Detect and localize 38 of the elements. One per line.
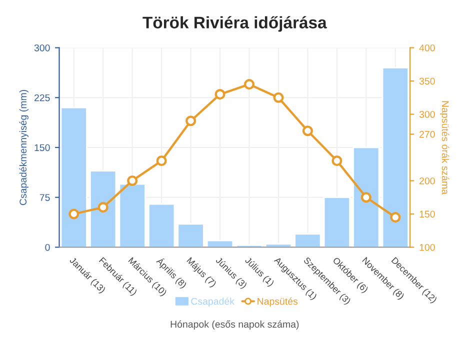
legend-label: Napsütés [258, 298, 298, 307]
y-tick-label: 75 [40, 194, 50, 201]
bar [60, 106, 88, 248]
point [332, 156, 342, 166]
chart-title: Török Riviéra időjárása [142, 16, 327, 32]
point [244, 79, 255, 90]
point [186, 116, 196, 126]
point [98, 202, 108, 213]
bar [90, 170, 117, 248]
point [127, 175, 138, 186]
bar [148, 203, 176, 248]
y-axis-title: Csapadékmennyiség (mm) [19, 90, 28, 206]
point [302, 126, 313, 136]
bar [352, 146, 380, 248]
bar [323, 196, 350, 248]
point [273, 92, 284, 103]
y2-tick-label: 270 [420, 130, 435, 138]
y2-axis-title: Napsütés órák száma [440, 101, 450, 194]
y-tick-label: 300 [34, 44, 50, 52]
point [390, 212, 401, 223]
bar [294, 233, 322, 248]
y2-tick-label: 300 [419, 110, 435, 118]
y2-tick-label: 350 [419, 78, 435, 85]
point [156, 156, 167, 166]
point [360, 192, 372, 203]
x-axis-title: Hónapok (esős napok száma) [170, 320, 299, 330]
y2-tick-label: 100 [420, 244, 435, 251]
y2-tick-label: 200 [420, 177, 435, 184]
y-tick-label: 225 [34, 94, 50, 102]
y-tick-label: 0 [45, 244, 50, 251]
y-tick-label: 150 [34, 144, 50, 152]
y2-tick-label: 400 [419, 44, 435, 52]
point [68, 208, 80, 220]
bar [382, 66, 409, 248]
y2-tick-label: 150 [420, 210, 435, 218]
legend-label: Csapadék [191, 298, 234, 307]
bar [177, 223, 204, 248]
point [214, 89, 226, 100]
